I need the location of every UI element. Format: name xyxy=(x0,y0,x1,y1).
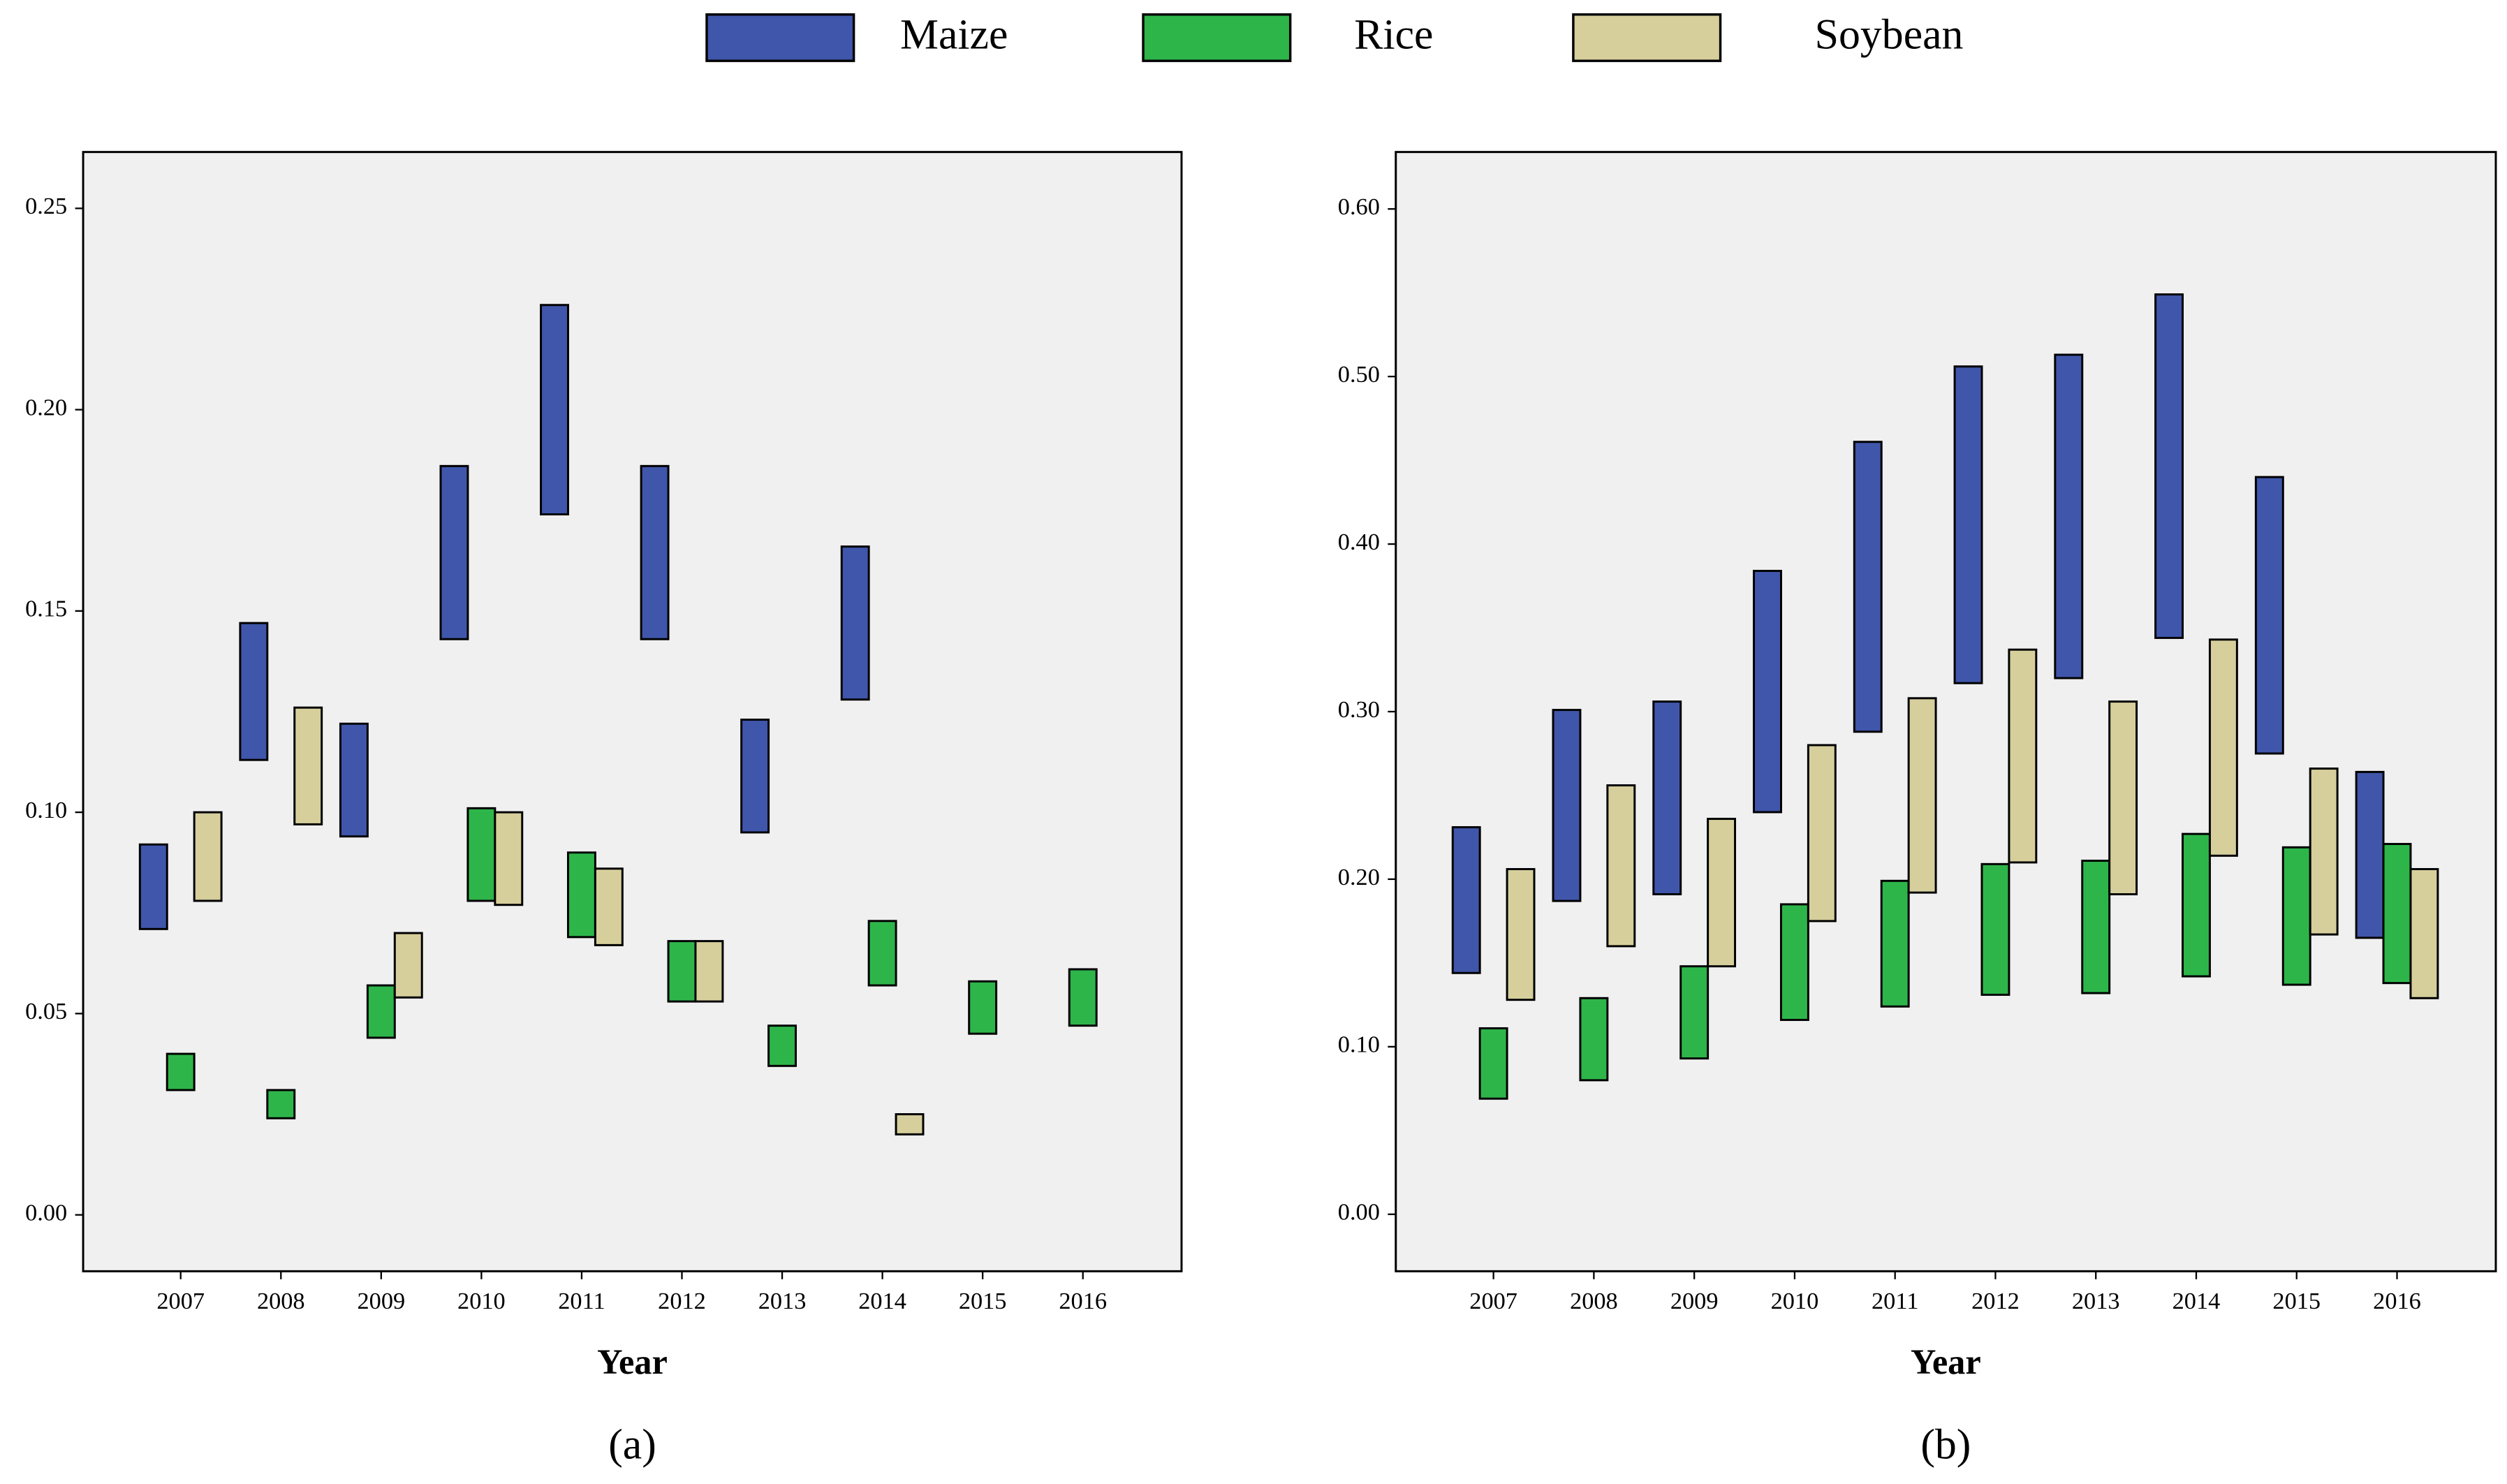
range-bar xyxy=(1506,868,1536,1001)
y-tick-label: 0.00 xyxy=(25,1200,67,1226)
x-tick-label: 2008 xyxy=(1570,1288,1618,1314)
range-bar xyxy=(293,706,323,825)
range-bar xyxy=(566,851,596,939)
range-bar xyxy=(494,811,524,906)
range-bar xyxy=(1579,997,1609,1082)
range-bar xyxy=(968,980,998,1035)
range-bar xyxy=(1807,744,1837,923)
range-bar xyxy=(1606,784,1636,948)
x-tick-label: 2014 xyxy=(858,1288,906,1314)
x-tick-label: 2010 xyxy=(1771,1288,1819,1314)
range-bar xyxy=(166,1052,196,1092)
range-bar xyxy=(2054,353,2084,679)
range-bar xyxy=(1068,968,1098,1027)
range-bar xyxy=(2208,638,2238,857)
range-bar xyxy=(1953,365,1983,684)
range-bar xyxy=(840,545,870,701)
range-bar xyxy=(2309,767,2339,936)
y-tick-label: 0.25 xyxy=(25,193,67,219)
legend-swatch xyxy=(1572,13,1722,62)
y-tick-label: 0.20 xyxy=(25,394,67,420)
range-bar xyxy=(867,920,897,987)
x-tick-label: 2008 xyxy=(257,1288,305,1314)
range-bar xyxy=(1779,903,1809,1021)
range-bar xyxy=(667,940,697,1003)
y-tick-label: 0.30 xyxy=(1338,696,1380,723)
legend-swatch xyxy=(1142,13,1292,62)
y-tick-label: 0.60 xyxy=(1338,193,1380,220)
x-tick-label: 2016 xyxy=(1059,1288,1107,1314)
range-bar xyxy=(1753,569,1782,814)
y-tick-label: 0.20 xyxy=(1338,864,1380,890)
x-axis-label: Year xyxy=(597,1342,668,1381)
range-bar xyxy=(266,1089,296,1119)
range-bar xyxy=(2281,846,2311,986)
x-tick-label: 2013 xyxy=(2072,1288,2120,1314)
legend-swatch xyxy=(705,13,855,62)
range-bar xyxy=(239,622,269,761)
range-bar xyxy=(2254,476,2284,755)
x-tick-label: 2015 xyxy=(959,1288,1007,1314)
y-tick-label: 0.00 xyxy=(1338,1199,1380,1226)
range-bar xyxy=(2182,832,2211,978)
x-tick-label: 2011 xyxy=(1872,1288,1918,1314)
range-bar xyxy=(1907,697,1937,894)
range-bar xyxy=(1707,818,1737,968)
range-bar xyxy=(2081,860,2111,994)
x-tick-label: 2016 xyxy=(2373,1288,2421,1314)
range-bar xyxy=(1451,826,1481,974)
x-tick-label: 2011 xyxy=(558,1288,605,1314)
range-bar xyxy=(2355,770,2385,939)
range-bar xyxy=(694,940,724,1003)
y-tick-label: 0.10 xyxy=(1338,1031,1380,1058)
range-bar xyxy=(594,867,624,946)
range-bar xyxy=(2409,868,2439,999)
panel-label: (a) xyxy=(608,1421,656,1469)
range-bar xyxy=(393,932,423,999)
legend-label: Maize xyxy=(900,10,1008,58)
range-bar xyxy=(1980,862,2010,996)
x-tick-label: 2015 xyxy=(2272,1288,2321,1314)
range-bar xyxy=(740,719,770,834)
x-tick-label: 2012 xyxy=(658,1288,706,1314)
range-bar xyxy=(1552,709,1582,902)
y-tick-label: 0.15 xyxy=(25,596,67,622)
y-tick-label: 0.10 xyxy=(25,797,67,823)
x-axis-label: Year xyxy=(1911,1342,1981,1381)
legend-label: Rice xyxy=(1354,10,1433,58)
range-bar xyxy=(1880,879,1910,1008)
x-tick-label: 2009 xyxy=(1670,1288,1719,1314)
y-tick-label: 0.40 xyxy=(1338,529,1380,555)
range-bar xyxy=(2382,843,2412,985)
range-bar xyxy=(1652,700,1682,896)
range-bar xyxy=(1478,1027,1508,1100)
range-bar xyxy=(640,464,670,640)
range-bar xyxy=(895,1113,925,1136)
range-bar xyxy=(193,811,223,902)
range-bar xyxy=(138,843,168,930)
y-tick-label: 0.05 xyxy=(25,998,67,1024)
legend-label: Soybean xyxy=(1815,10,1964,58)
y-tick-label: 0.50 xyxy=(1338,361,1380,388)
range-bar xyxy=(2008,648,2038,864)
x-tick-label: 2007 xyxy=(156,1288,205,1314)
range-bar xyxy=(2108,700,2138,896)
x-tick-label: 2014 xyxy=(2173,1288,2221,1314)
range-bar xyxy=(2154,293,2184,639)
x-tick-label: 2007 xyxy=(1469,1288,1517,1314)
range-bar xyxy=(339,722,369,838)
range-bar xyxy=(466,807,497,902)
range-bar xyxy=(540,304,569,516)
x-tick-label: 2012 xyxy=(1971,1288,2020,1314)
range-bar xyxy=(366,984,396,1039)
range-bar xyxy=(1679,965,1710,1060)
range-bar xyxy=(439,464,469,640)
x-tick-label: 2009 xyxy=(357,1288,405,1314)
x-tick-label: 2013 xyxy=(758,1288,807,1314)
range-bar xyxy=(767,1024,797,1067)
panel-label: (b) xyxy=(1920,1421,1971,1469)
range-bar xyxy=(1853,441,1883,733)
x-tick-label: 2010 xyxy=(457,1288,506,1314)
